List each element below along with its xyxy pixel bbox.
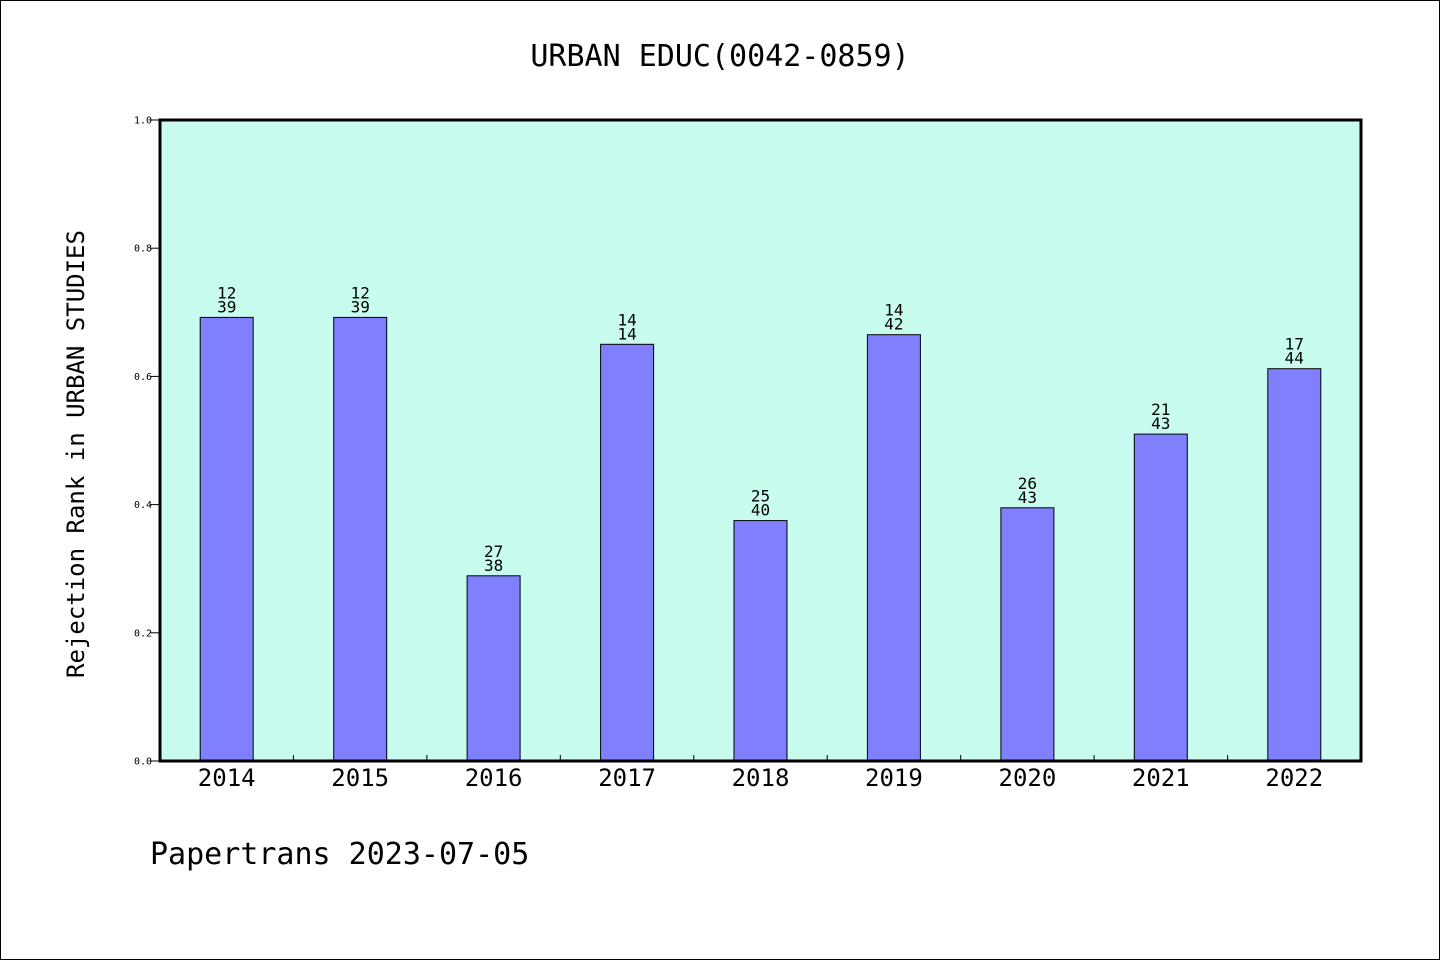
y-tick-label: 0.4 <box>134 500 152 511</box>
x-tick-label-2021: 2021 <box>1132 764 1190 792</box>
bar-label-bottom-2016: 38 <box>484 556 503 575</box>
bar-label-top-2019: 14 <box>884 301 903 320</box>
bar-label-bottom-2022: 44 <box>1285 349 1304 368</box>
bar-label-top-2022: 17 <box>1285 335 1304 354</box>
y-tick-label: 0.2 <box>134 628 152 639</box>
bar-label-bottom-2018: 40 <box>751 501 770 520</box>
bar-label-top-2016: 27 <box>484 542 503 561</box>
bar-label-bottom-2017: 14 <box>617 324 636 343</box>
x-tick-label-2014: 2014 <box>198 764 256 792</box>
bar-2018 <box>733 520 788 762</box>
bar-label-top-2014: 12 <box>217 283 236 302</box>
y-tick-label: 0.6 <box>134 372 152 383</box>
bar-2014 <box>199 316 254 762</box>
bar-label-bottom-2021: 43 <box>1151 414 1170 433</box>
bar-label-bottom-2014: 39 <box>217 297 236 316</box>
footer-text: Papertrans 2023-07-05 <box>150 837 529 872</box>
bar-2020 <box>1000 507 1055 762</box>
bar-2019 <box>866 334 921 762</box>
bar-2016 <box>466 575 521 762</box>
x-tick-label-2019: 2019 <box>865 764 923 792</box>
bar-label-top-2020: 26 <box>1018 474 1037 493</box>
bar-label-bottom-2015: 39 <box>351 297 370 316</box>
bar-2022 <box>1267 368 1322 762</box>
x-tick-label-2020: 2020 <box>999 764 1057 792</box>
bars-group <box>199 316 1322 762</box>
y-axis-label: Rejection Rank in URBAN STUDIES <box>62 230 90 678</box>
x-ticks-group: 2014 2015 2016 2017 2018 2019 2020 2021 2022 <box>198 755 1323 792</box>
y-tick-label: 0.0 <box>134 757 152 768</box>
chart-title: URBAN EDUC(0042-0859) <box>530 39 909 74</box>
bar-label-top-2021: 21 <box>1151 400 1170 419</box>
y-tick-label: 1.0 <box>134 116 152 127</box>
bar-label-bottom-2020: 43 <box>1018 488 1037 507</box>
plot-border <box>158 118 1363 763</box>
x-tick-label-2017: 2017 <box>598 764 656 792</box>
x-tick-label-2015: 2015 <box>331 764 389 792</box>
x-tick-label-2016: 2016 <box>465 764 523 792</box>
y-ticks-group: 0.0 0.2 0.4 0.6 0.8 1.0 <box>134 116 160 768</box>
x-tick-label-2018: 2018 <box>732 764 790 792</box>
bar-2015 <box>333 316 388 762</box>
bar-label-top-2018: 25 <box>751 487 770 506</box>
bar-2017 <box>600 343 655 762</box>
bar-label-bottom-2019: 42 <box>884 315 903 334</box>
y-tick-label: 0.8 <box>134 244 152 255</box>
bar-label-top-2017: 14 <box>617 310 636 329</box>
x-tick-label-2022: 2022 <box>1265 764 1323 792</box>
bar-label-top-2015: 12 <box>351 283 370 302</box>
bar-2021 <box>1133 433 1188 762</box>
